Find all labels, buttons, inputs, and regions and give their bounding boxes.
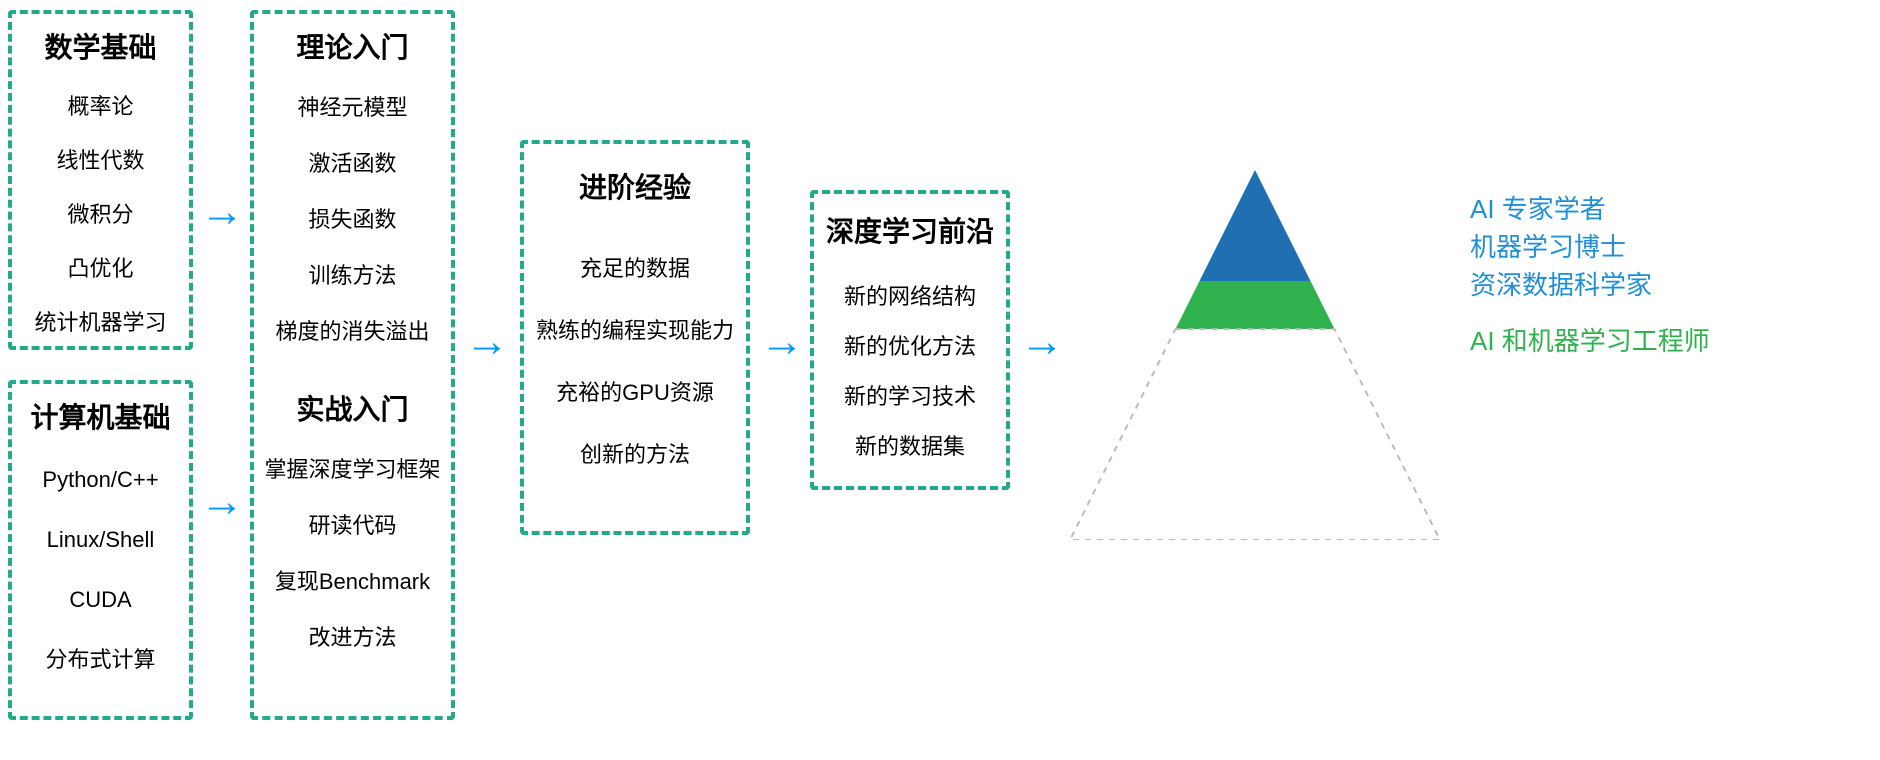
list-item: 新的优化方法 xyxy=(814,322,1006,372)
list-item: 线性代数 xyxy=(12,134,189,188)
box-title: 理论入门 xyxy=(254,26,451,66)
list-item: 创新的方法 xyxy=(524,424,746,486)
box-items: Python/C++Linux/ShellCUDA分布式计算 xyxy=(12,450,189,690)
list-item: 熟练的编程实现能力 xyxy=(524,300,746,362)
arrow-icon: → xyxy=(760,320,804,364)
list-item: CUDA xyxy=(12,570,189,630)
list-item: 分布式计算 xyxy=(12,630,189,690)
list-item: Python/C++ xyxy=(12,450,189,510)
box-items: 神经元模型激活函数损失函数训练方法梯度的消失溢出 xyxy=(254,80,451,360)
list-item: 神经元模型 xyxy=(254,80,451,136)
box-title: 计算机基础 xyxy=(12,396,189,436)
list-item: 新的数据集 xyxy=(814,422,1006,472)
list-item: Linux/Shell xyxy=(12,510,189,570)
pyramid-tier-bottom xyxy=(1070,329,1440,540)
diagram-canvas: 数学基础 概率论线性代数微积分凸优化统计机器学习 计算机基础 Python/C+… xyxy=(0,0,1880,760)
box-items: 充足的数据熟练的编程实现能力充裕的GPU资源创新的方法 xyxy=(524,238,746,486)
box-title: 深度学习前沿 xyxy=(814,210,1006,250)
pyramid xyxy=(1070,170,1440,540)
box-entry: 理论入门 神经元模型激活函数损失函数训练方法梯度的消失溢出 实战入门 掌握深度学… xyxy=(250,10,455,720)
list-item: 概率论 xyxy=(12,80,189,134)
arrow-icon: → xyxy=(200,480,244,524)
box-cs-foundation: 计算机基础 Python/C++Linux/ShellCUDA分布式计算 xyxy=(8,380,193,720)
list-item: 激活函数 xyxy=(254,136,451,192)
list-item: 损失函数 xyxy=(254,192,451,248)
section-theory: 理论入门 神经元模型激活函数损失函数训练方法梯度的消失溢出 xyxy=(254,26,451,360)
box-advanced: 进阶经验 充足的数据熟练的编程实现能力充裕的GPU资源创新的方法 xyxy=(520,140,750,535)
box-items: 概率论线性代数微积分凸优化统计机器学习 xyxy=(12,80,189,350)
list-item: 训练方法 xyxy=(254,248,451,304)
box-math-foundation: 数学基础 概率论线性代数微积分凸优化统计机器学习 xyxy=(8,10,193,350)
arrow-icon: → xyxy=(465,320,509,364)
arrow-icon: → xyxy=(1020,320,1064,364)
list-item: 梯度的消失溢出 xyxy=(254,304,451,360)
list-item: 掌握深度学习框架 xyxy=(254,442,451,498)
box-title: 数学基础 xyxy=(12,26,189,66)
list-item: 微积分 xyxy=(12,188,189,242)
list-item: 凸优化 xyxy=(12,242,189,296)
list-item: 新的学习技术 xyxy=(814,372,1006,422)
list-item: 充足的数据 xyxy=(524,238,746,300)
arrow-icon: → xyxy=(200,190,244,234)
legend-line: AI 和机器学习工程师 xyxy=(1470,322,1710,360)
box-frontier: 深度学习前沿 新的网络结构新的优化方法新的学习技术新的数据集 xyxy=(810,190,1010,490)
pyramid-tier-top xyxy=(1200,170,1311,281)
list-item: 新的网络结构 xyxy=(814,272,1006,322)
legend-line: 资深数据科学家 xyxy=(1470,266,1710,304)
pyramid-tier-mid xyxy=(1175,281,1334,329)
list-item: 复现Benchmark xyxy=(254,554,451,610)
box-title: 实战入门 xyxy=(254,388,451,428)
list-item: 研读代码 xyxy=(254,498,451,554)
legend-line: 机器学习博士 xyxy=(1470,228,1710,266)
list-item: 统计机器学习 xyxy=(12,296,189,350)
box-items: 掌握深度学习框架研读代码复现Benchmark改进方法 xyxy=(254,442,451,666)
legend-line: AI 专家学者 xyxy=(1470,190,1710,228)
box-title: 进阶经验 xyxy=(524,166,746,206)
section-practice: 实战入门 掌握深度学习框架研读代码复现Benchmark改进方法 xyxy=(254,388,451,666)
list-item: 改进方法 xyxy=(254,610,451,666)
box-items: 新的网络结构新的优化方法新的学习技术新的数据集 xyxy=(814,272,1006,472)
list-item: 充裕的GPU资源 xyxy=(524,362,746,424)
legend: AI 专家学者机器学习博士资深数据科学家 AI 和机器学习工程师 xyxy=(1470,190,1710,360)
